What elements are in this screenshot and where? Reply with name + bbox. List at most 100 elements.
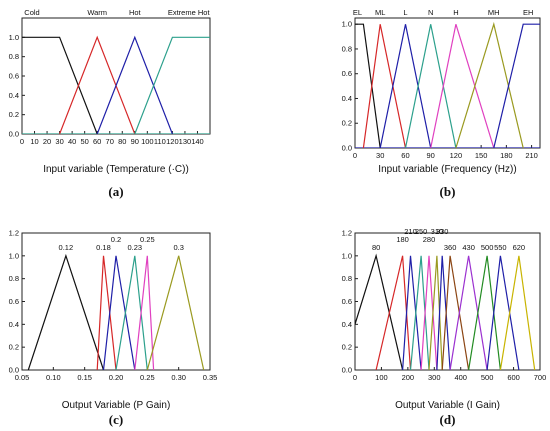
series-line-500	[468, 255, 501, 370]
plot-frame	[21, 17, 211, 135]
x-axis-label: Output Variable (P Gain)	[62, 400, 171, 411]
series-label: Extreme Hot	[168, 8, 211, 17]
x-tick-label: 30	[376, 151, 384, 160]
x-tick-label: 90	[131, 137, 139, 146]
series-label: 0.12	[59, 243, 74, 252]
series-label: 310	[431, 227, 444, 236]
panel-label: (c)	[109, 412, 123, 427]
x-tick-label: 110	[154, 137, 166, 146]
y-tick-label: 0.4	[9, 320, 19, 329]
series-label: 280	[423, 235, 436, 244]
x-tick-label: 10	[30, 137, 38, 146]
panel-label: (a)	[108, 184, 123, 199]
series-line-hot	[96, 35, 173, 134]
y-tick-label: 0.0	[9, 366, 19, 375]
series-line-180	[375, 255, 412, 370]
series-line-cold	[22, 36, 98, 134]
series-label: 430	[462, 243, 475, 252]
series-line-210	[402, 255, 422, 370]
series-line-620	[499, 255, 536, 370]
x-tick-label: 500	[481, 373, 494, 382]
series-label: Cold	[24, 8, 39, 17]
series-line-mh	[455, 21, 524, 148]
chart-panel-3: 0.0 0.2 0.4 0.6 0.8 1.0 1.2 0.05 0.10 0.15 0.20 0.2…	[9, 229, 218, 428]
series-label: Warm	[87, 8, 107, 17]
series-label: 330	[436, 227, 449, 236]
chart-panel-2: 0.0 0.2 0.4 0.6 0.8 1.0 0 30 60 90 120 150 180 210 EL M…	[342, 8, 541, 199]
series-label: 360	[444, 243, 457, 252]
series-label: 0.25	[140, 235, 155, 244]
x-tick-label: 130	[179, 137, 192, 146]
x-axis-label: Input variable (Frequency (Hz))	[378, 164, 516, 175]
y-tick-label: 0.6	[342, 297, 352, 306]
x-tick-label: 140	[191, 137, 204, 146]
series-label: 550	[494, 243, 507, 252]
y-tick-label: 0.8	[342, 274, 352, 283]
plot-frame	[21, 232, 211, 371]
y-tick-label: 0.4	[9, 91, 19, 100]
series-line-0-12	[27, 253, 105, 370]
x-tick-label: 0.10	[46, 373, 61, 382]
series-label: H	[453, 8, 458, 17]
x-tick-label: 0	[20, 137, 24, 146]
x-tick-label: 0.05	[15, 373, 30, 382]
series-label: 0.2	[111, 235, 121, 244]
x-axis-label: Output Variable (I Gain)	[395, 400, 500, 411]
series-line-250	[409, 255, 430, 370]
series-label: 0.18	[96, 243, 111, 252]
series-label: 620	[513, 243, 526, 252]
y-tick-label: 1.0	[9, 33, 19, 42]
series-line-n	[404, 24, 457, 148]
x-tick-label: 60	[93, 137, 101, 146]
x-tick-label: 0.25	[140, 373, 155, 382]
series-line-ml	[362, 24, 407, 148]
series-line-el	[355, 23, 381, 148]
x-tick-label: 600	[507, 373, 520, 382]
y-tick-label: 0.6	[9, 72, 19, 81]
series-label: EH	[523, 8, 533, 17]
series-label: 250	[415, 227, 428, 236]
series-line-280	[420, 255, 438, 370]
series-line-80	[355, 253, 404, 370]
y-tick-label: 0.0	[9, 130, 19, 139]
series-line-h	[430, 24, 495, 148]
series-line-extreme-hot	[134, 36, 210, 134]
series-line-310	[428, 255, 443, 370]
series-line-l	[379, 24, 432, 148]
x-tick-label: 400	[454, 373, 467, 382]
series-label: EL	[353, 8, 362, 17]
x-tick-label: 700	[534, 373, 547, 382]
x-tick-label: 60	[401, 151, 409, 160]
series-label: L	[403, 8, 407, 17]
series-label: 180	[396, 235, 409, 244]
series-line-430	[449, 255, 488, 370]
series-line-0-2	[102, 255, 136, 370]
x-tick-label: 100	[141, 137, 154, 146]
x-tick-label: 0	[353, 373, 357, 382]
series-label: 500	[481, 243, 494, 252]
y-tick-label: 0.4	[342, 94, 352, 103]
x-tick-label: 80	[118, 137, 126, 146]
y-tick-label: 1.0	[342, 251, 352, 260]
x-tick-label: 0.20	[109, 373, 124, 382]
series-label: 0.23	[127, 243, 142, 252]
x-tick-label: 70	[106, 137, 114, 146]
y-tick-label: 0.8	[342, 44, 352, 53]
x-tick-label: 200	[402, 373, 415, 382]
x-tick-label: 180	[500, 151, 513, 160]
y-tick-label: 0.0	[342, 144, 352, 153]
series-line-0-23	[115, 255, 148, 370]
x-tick-label: 40	[68, 137, 76, 146]
y-tick-label: 0.6	[9, 297, 19, 306]
y-tick-label: 0.2	[342, 119, 352, 128]
y-tick-label: 1.0	[9, 251, 19, 260]
x-tick-label: 0.35	[203, 373, 218, 382]
series-line-550	[486, 255, 520, 370]
series-line-360	[441, 255, 470, 370]
y-tick-label: 0.0	[342, 366, 352, 375]
panel-label: (d)	[440, 412, 456, 427]
series-line-eh	[493, 23, 540, 148]
series-label: ML	[375, 8, 385, 17]
y-tick-label: 1.0	[342, 20, 352, 29]
